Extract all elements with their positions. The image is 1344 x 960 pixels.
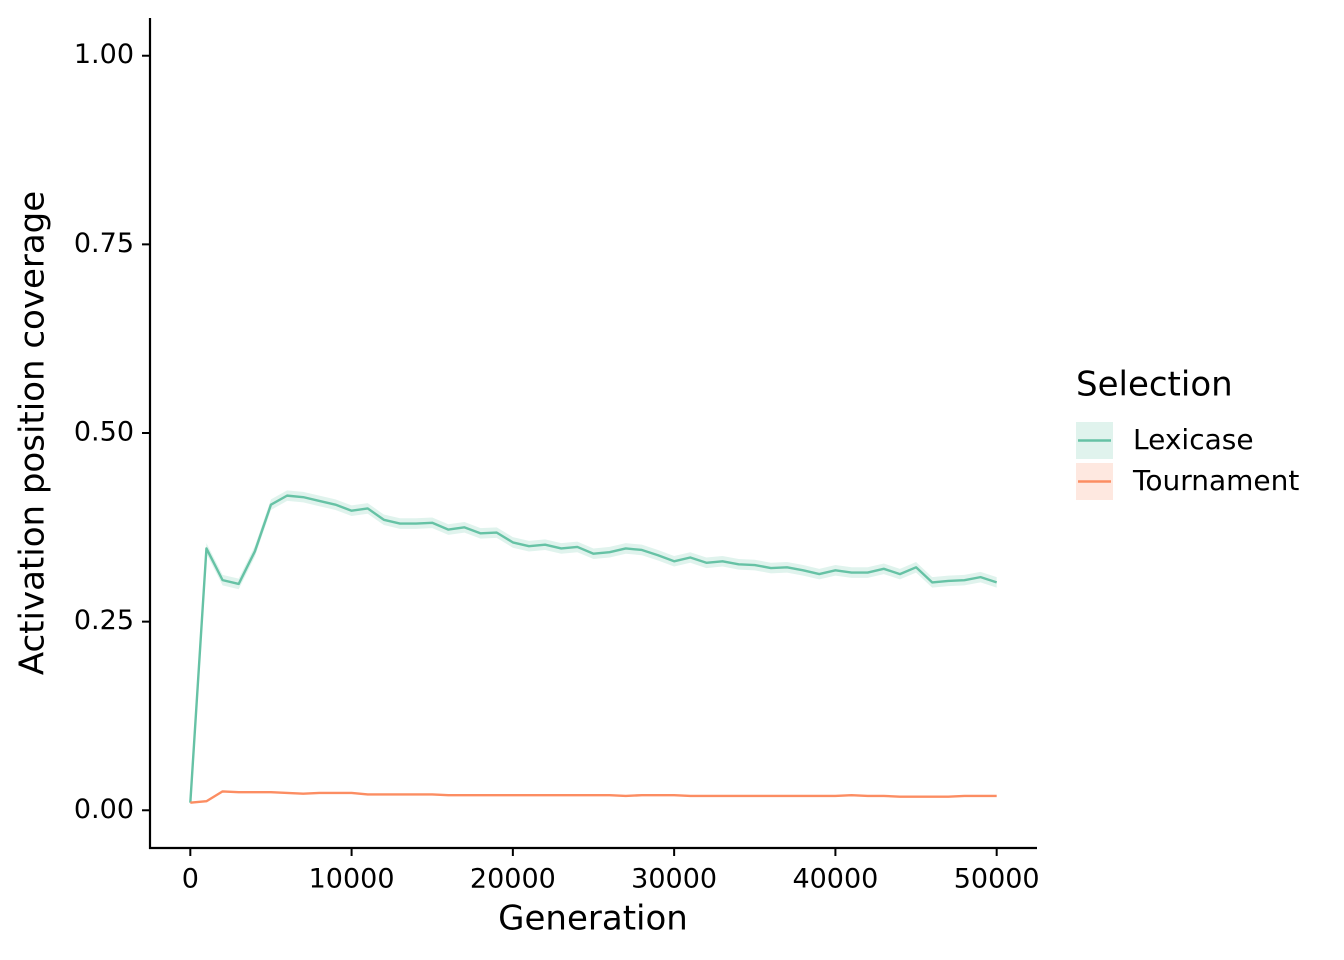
y-tick-label: 0.25: [74, 605, 134, 636]
y-tick-label: 1.00: [74, 39, 134, 70]
y-tick-label: 0.50: [74, 417, 134, 448]
legend-title: Selection: [1076, 365, 1233, 405]
x-axis-title: Generation: [498, 899, 688, 939]
y-tick-label: 0.75: [74, 228, 134, 259]
y-axis-title: Activation position coverage: [13, 191, 53, 675]
line: [190, 790, 997, 804]
legend-label: Lexicase: [1133, 423, 1254, 456]
x-tick-label: 30000: [631, 864, 717, 895]
x-tick-label: 40000: [792, 864, 878, 895]
y-tick-label: 0.00: [74, 794, 134, 825]
line: [189, 494, 998, 803]
x-tick-label: 0: [182, 864, 199, 895]
legend-label: Tournament: [1132, 464, 1299, 497]
x-tick-label: 50000: [954, 864, 1040, 895]
x-tick-label: 20000: [470, 864, 556, 895]
x-tick-label: 10000: [309, 864, 395, 895]
